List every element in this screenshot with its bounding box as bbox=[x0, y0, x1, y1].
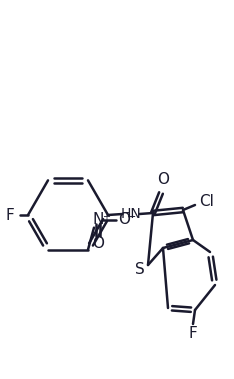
Text: F: F bbox=[6, 207, 14, 222]
Text: S: S bbox=[135, 262, 145, 277]
Text: Cl: Cl bbox=[200, 194, 214, 210]
Text: F: F bbox=[189, 326, 197, 341]
Text: +: + bbox=[102, 211, 110, 222]
Text: HN: HN bbox=[120, 207, 141, 221]
Text: O: O bbox=[118, 212, 130, 227]
Text: O: O bbox=[157, 172, 169, 186]
Text: −: − bbox=[127, 211, 137, 222]
Text: N: N bbox=[92, 212, 104, 227]
Text: O: O bbox=[92, 236, 104, 251]
